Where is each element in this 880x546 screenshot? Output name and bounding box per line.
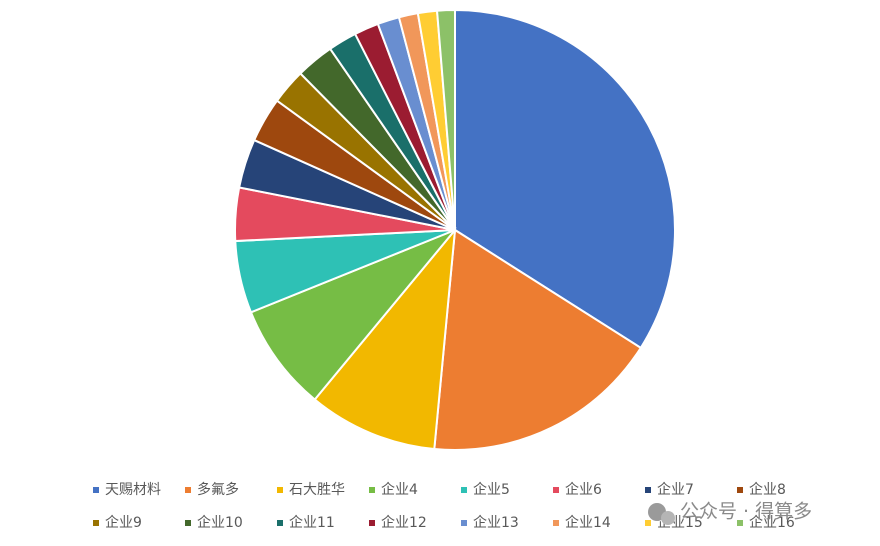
- legend-label: 企业10: [197, 514, 243, 531]
- legend-swatch: [277, 487, 283, 493]
- legend-label: 企业7: [657, 481, 694, 498]
- pie-slice: [249, 229, 456, 401]
- legend-swatch: [185, 520, 191, 526]
- pie-slice: [313, 226, 457, 451]
- watermark-text: 公众号 · 得算多: [680, 501, 812, 523]
- legend-swatch: [645, 520, 651, 526]
- legend-label: 企业8: [749, 481, 786, 498]
- legend-label: 企业11: [289, 514, 335, 531]
- legend-label: 企业9: [105, 514, 142, 531]
- legend-swatch: [277, 520, 283, 526]
- pie: [234, 8, 676, 451]
- watermark: 公众号 · 得算多: [648, 501, 812, 525]
- legend-label: 石大胜华: [289, 482, 345, 498]
- legend-label: 多氟多: [197, 481, 239, 498]
- legend-swatch: [461, 520, 467, 526]
- legend-swatch: [369, 520, 375, 526]
- legend-label: 企业4: [381, 481, 418, 498]
- legend-swatch: [737, 487, 743, 493]
- legend-label: 企业5: [473, 481, 510, 498]
- legend-label: 企业6: [565, 481, 602, 498]
- watermark-icon: [661, 511, 675, 525]
- legend-swatch: [645, 487, 651, 493]
- legend-swatch: [93, 520, 99, 526]
- legend-swatch: [369, 487, 375, 493]
- legend-swatch: [737, 520, 743, 526]
- legend-label: 企业14: [565, 514, 611, 531]
- legend-swatch: [553, 520, 559, 526]
- legend-label: 企业12: [381, 514, 427, 531]
- legend-label: 天赐材料: [105, 482, 161, 498]
- legend-label: 企业16: [749, 514, 795, 531]
- pie-slice: [454, 8, 676, 350]
- legend-label: 企业13: [473, 514, 519, 531]
- legend-swatch: [461, 487, 467, 493]
- legend-swatch: [93, 487, 99, 493]
- pie-slice: [435, 8, 456, 231]
- legend-swatch: [185, 487, 191, 493]
- legend-swatch: [553, 487, 559, 493]
- pie-slice: [433, 228, 643, 451]
